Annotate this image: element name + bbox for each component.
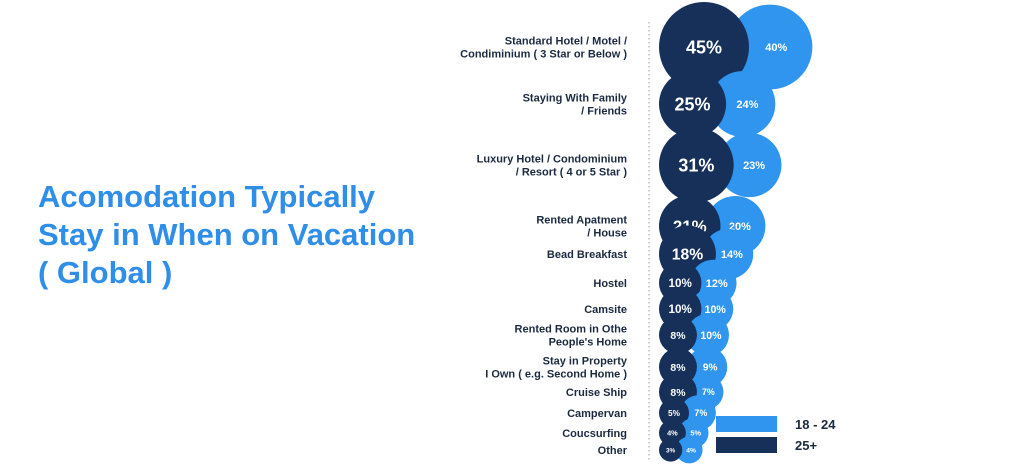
- category-label: Coucsurfing: [562, 428, 627, 440]
- category-label: Camsite: [584, 304, 627, 316]
- category-label: Cruise Ship: [566, 387, 627, 399]
- value-label-18-24: 40%: [765, 42, 787, 54]
- category-label-line: Condiminium ( 3 Star or Below ): [460, 49, 627, 61]
- chart-title: Acomodation Typically Stay in When on Va…: [38, 178, 458, 292]
- value-label-18-24: 5%: [690, 429, 701, 438]
- title-line-1: Acomodation Typically: [38, 179, 376, 214]
- category-label-line: Luxury Hotel / Condominium: [477, 154, 628, 166]
- legend-label: 18 - 24: [795, 417, 836, 432]
- legend-swatch: [716, 437, 777, 453]
- category-label: Bead Breakfast: [547, 249, 627, 261]
- value-label-18-24: 23%: [743, 160, 765, 172]
- category-label: Other: [598, 445, 628, 457]
- category-label: Standard Hotel / Motel / Condiminium ( 3 …: [460, 36, 627, 61]
- category-label-line: Cruise Ship: [566, 387, 627, 399]
- legend-swatch: [716, 416, 777, 432]
- category-label-line: / House: [587, 228, 627, 240]
- value-label-25plus: 4%: [667, 429, 678, 438]
- category-label-line: Other: [598, 445, 628, 457]
- category-label: Luxury Hotel / Condominium / Resort ( 4 o…: [477, 154, 628, 179]
- value-label-25plus: 25%: [675, 94, 711, 114]
- category-label: Staying With Family / Friends: [523, 93, 628, 118]
- value-label-25plus: 8%: [670, 363, 685, 374]
- category-label-line: / Friends: [581, 106, 627, 118]
- value-label-18-24: 7%: [702, 387, 715, 397]
- category-label-line: Rented Room in Othe: [515, 324, 627, 336]
- legend-label: 25+: [795, 438, 817, 453]
- category-label-line: People's Home: [549, 337, 627, 349]
- category-label-line: Campervan: [567, 408, 627, 420]
- category-label-line: I Own ( e.g. Second Home ): [485, 369, 627, 381]
- value-label-18-24: 10%: [700, 330, 722, 342]
- value-label-25plus: 8%: [670, 388, 685, 399]
- value-label-18-24: 4%: [686, 447, 696, 454]
- value-label-18-24: 9%: [703, 363, 718, 374]
- category-label-line: Stay in Property: [543, 356, 628, 368]
- category-label: Stay in Property I Own ( e.g. Second Home…: [485, 356, 628, 381]
- value-label-25plus: 10%: [669, 303, 693, 316]
- bubble-18-24: [727, 4, 813, 90]
- value-label-18-24: 10%: [705, 304, 727, 316]
- bubble-25plus: [659, 438, 683, 462]
- category-label-line: Staying With Family: [523, 93, 628, 105]
- category-label-line: Coucsurfing: [562, 428, 627, 440]
- category-label-line: Rented Apatment: [536, 215, 627, 227]
- value-label-18-24: 14%: [721, 249, 743, 261]
- category-label: Rented Apatment / House: [536, 215, 627, 240]
- value-label-18-24: 24%: [736, 99, 758, 111]
- title-line-3: ( Global ): [38, 255, 173, 290]
- bubble-25plus: [659, 70, 727, 138]
- value-label-18-24: 12%: [706, 278, 728, 290]
- bubble-25plus: [659, 127, 734, 203]
- category-label: Rented Room in Othe People's Home: [515, 324, 627, 349]
- value-label-25plus: 45%: [686, 37, 722, 57]
- category-label: Hostel: [593, 278, 627, 290]
- value-label-25plus: 5%: [668, 409, 681, 418]
- category-label: Campervan: [567, 408, 627, 420]
- value-label-25plus: 10%: [669, 277, 693, 290]
- bubble-25plus: [659, 316, 697, 354]
- bubble-18-24: [709, 71, 776, 137]
- bubble-18-24: [717, 132, 782, 198]
- value-label-25plus: 8%: [670, 331, 685, 342]
- category-label-line: / Resort ( 4 or 5 Star ): [516, 167, 628, 179]
- title-line-2: Stay in When on Vacation: [38, 217, 416, 252]
- category-label-line: Standard Hotel / Motel /: [505, 36, 627, 48]
- category-label-line: Camsite: [584, 304, 627, 316]
- bubble-18-24: [686, 313, 729, 357]
- value-label-25plus: 3%: [666, 447, 676, 454]
- value-label-18-24: 7%: [694, 408, 707, 418]
- value-label-25plus: 18%: [672, 247, 703, 264]
- value-label-25plus: 31%: [678, 155, 714, 175]
- category-label-line: Hostel: [593, 278, 627, 290]
- bubble-18-24: [675, 436, 703, 464]
- bubble-25plus: [659, 398, 689, 428]
- category-label-line: Bead Breakfast: [547, 249, 627, 261]
- bubble-25plus: [659, 2, 749, 92]
